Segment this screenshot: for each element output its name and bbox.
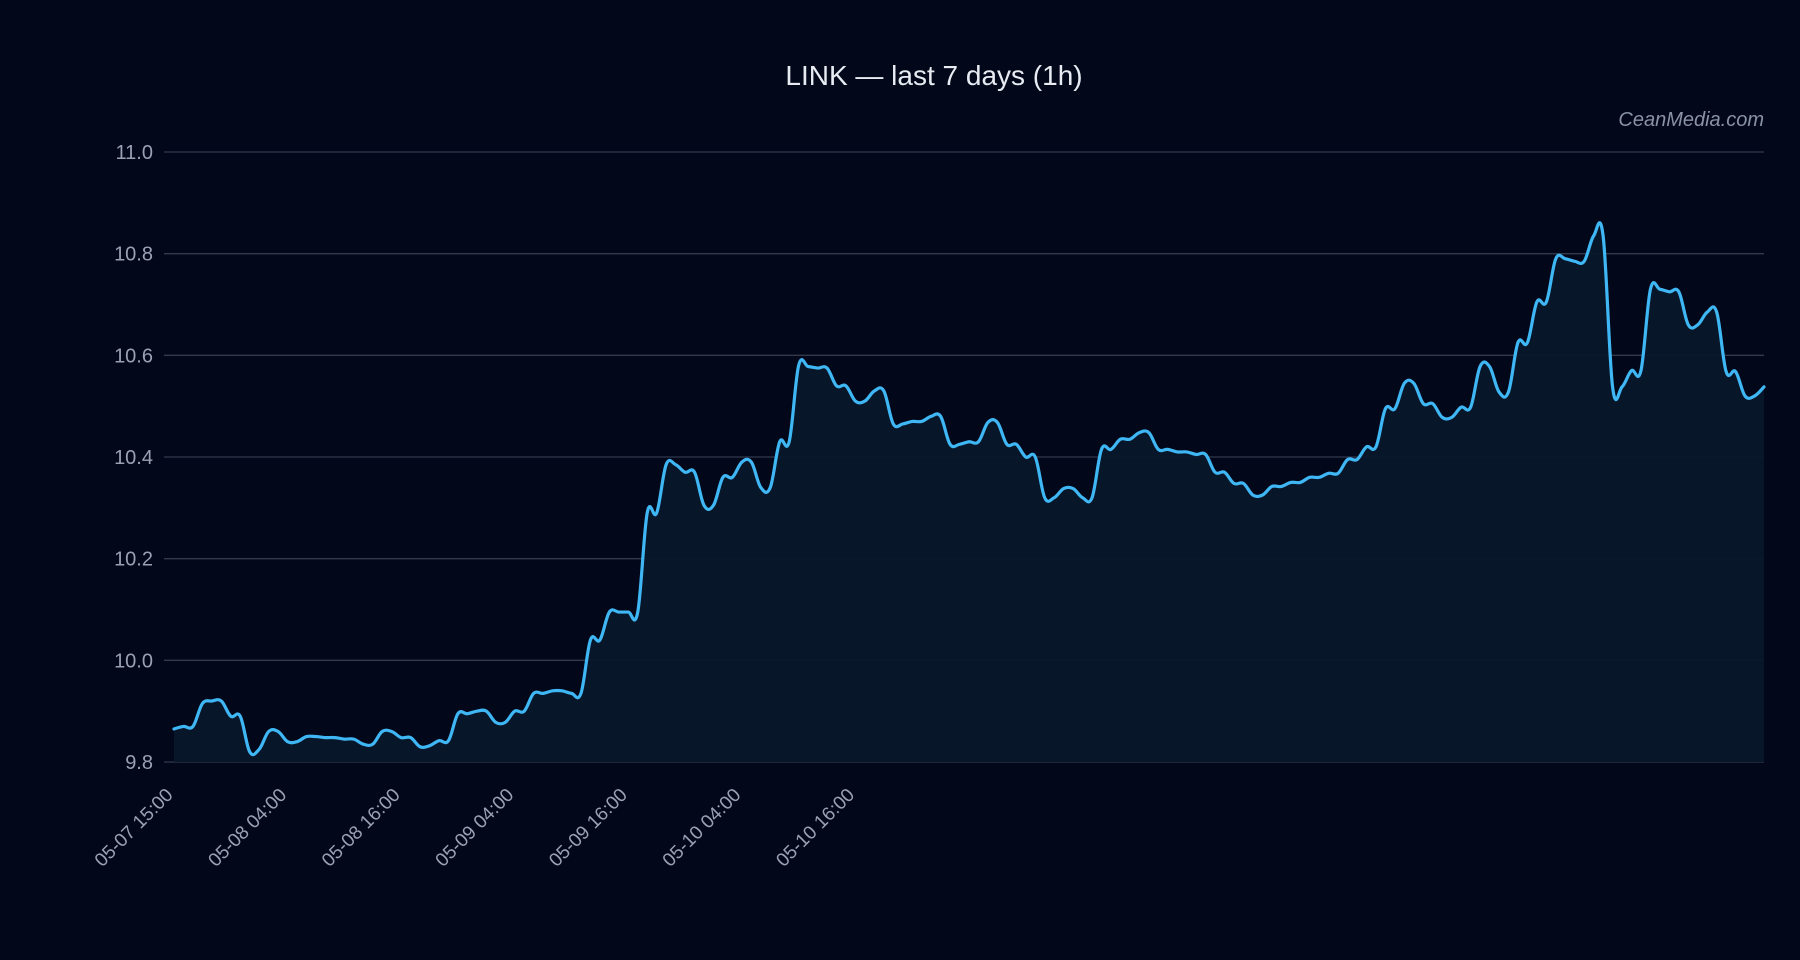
x-tick-label: 05-09 04:00 bbox=[432, 785, 519, 872]
y-tick-label: 10.4 bbox=[114, 447, 153, 469]
price-series-line bbox=[172, 221, 1766, 757]
y-tick-label: 10.6 bbox=[114, 345, 153, 367]
x-tick-label: 05-08 04:00 bbox=[205, 785, 292, 872]
y-tick-label: 10.2 bbox=[114, 549, 153, 571]
chart-title: LINK — last 7 days (1h) bbox=[785, 60, 1082, 91]
x-tick-label: 05-10 16:00 bbox=[772, 785, 859, 872]
y-axis-ticks: 9.8 10.0 10.2 10.4 10.6 10.8 11.0 bbox=[114, 142, 153, 774]
x-tick-label: 05-09 16:00 bbox=[545, 785, 632, 872]
y-tick-label: 10.8 bbox=[114, 244, 153, 266]
x-tick-label: 05-07 15:00 bbox=[91, 785, 178, 872]
price-area-fill bbox=[174, 222, 1764, 762]
y-tick-label: 11.0 bbox=[116, 142, 153, 164]
x-tick-label: 05-10 04:00 bbox=[659, 785, 746, 872]
x-axis-ticks: 05-07 15:00 05-08 04:00 05-08 16:00 05-09 0… bbox=[91, 785, 859, 872]
y-tick-label: 10.0 bbox=[114, 650, 153, 672]
x-tick-label: 05-08 16:00 bbox=[318, 785, 405, 872]
watermark-text: CeanMedia.com bbox=[1618, 109, 1764, 131]
y-tick-label: 9.8 bbox=[125, 752, 153, 774]
